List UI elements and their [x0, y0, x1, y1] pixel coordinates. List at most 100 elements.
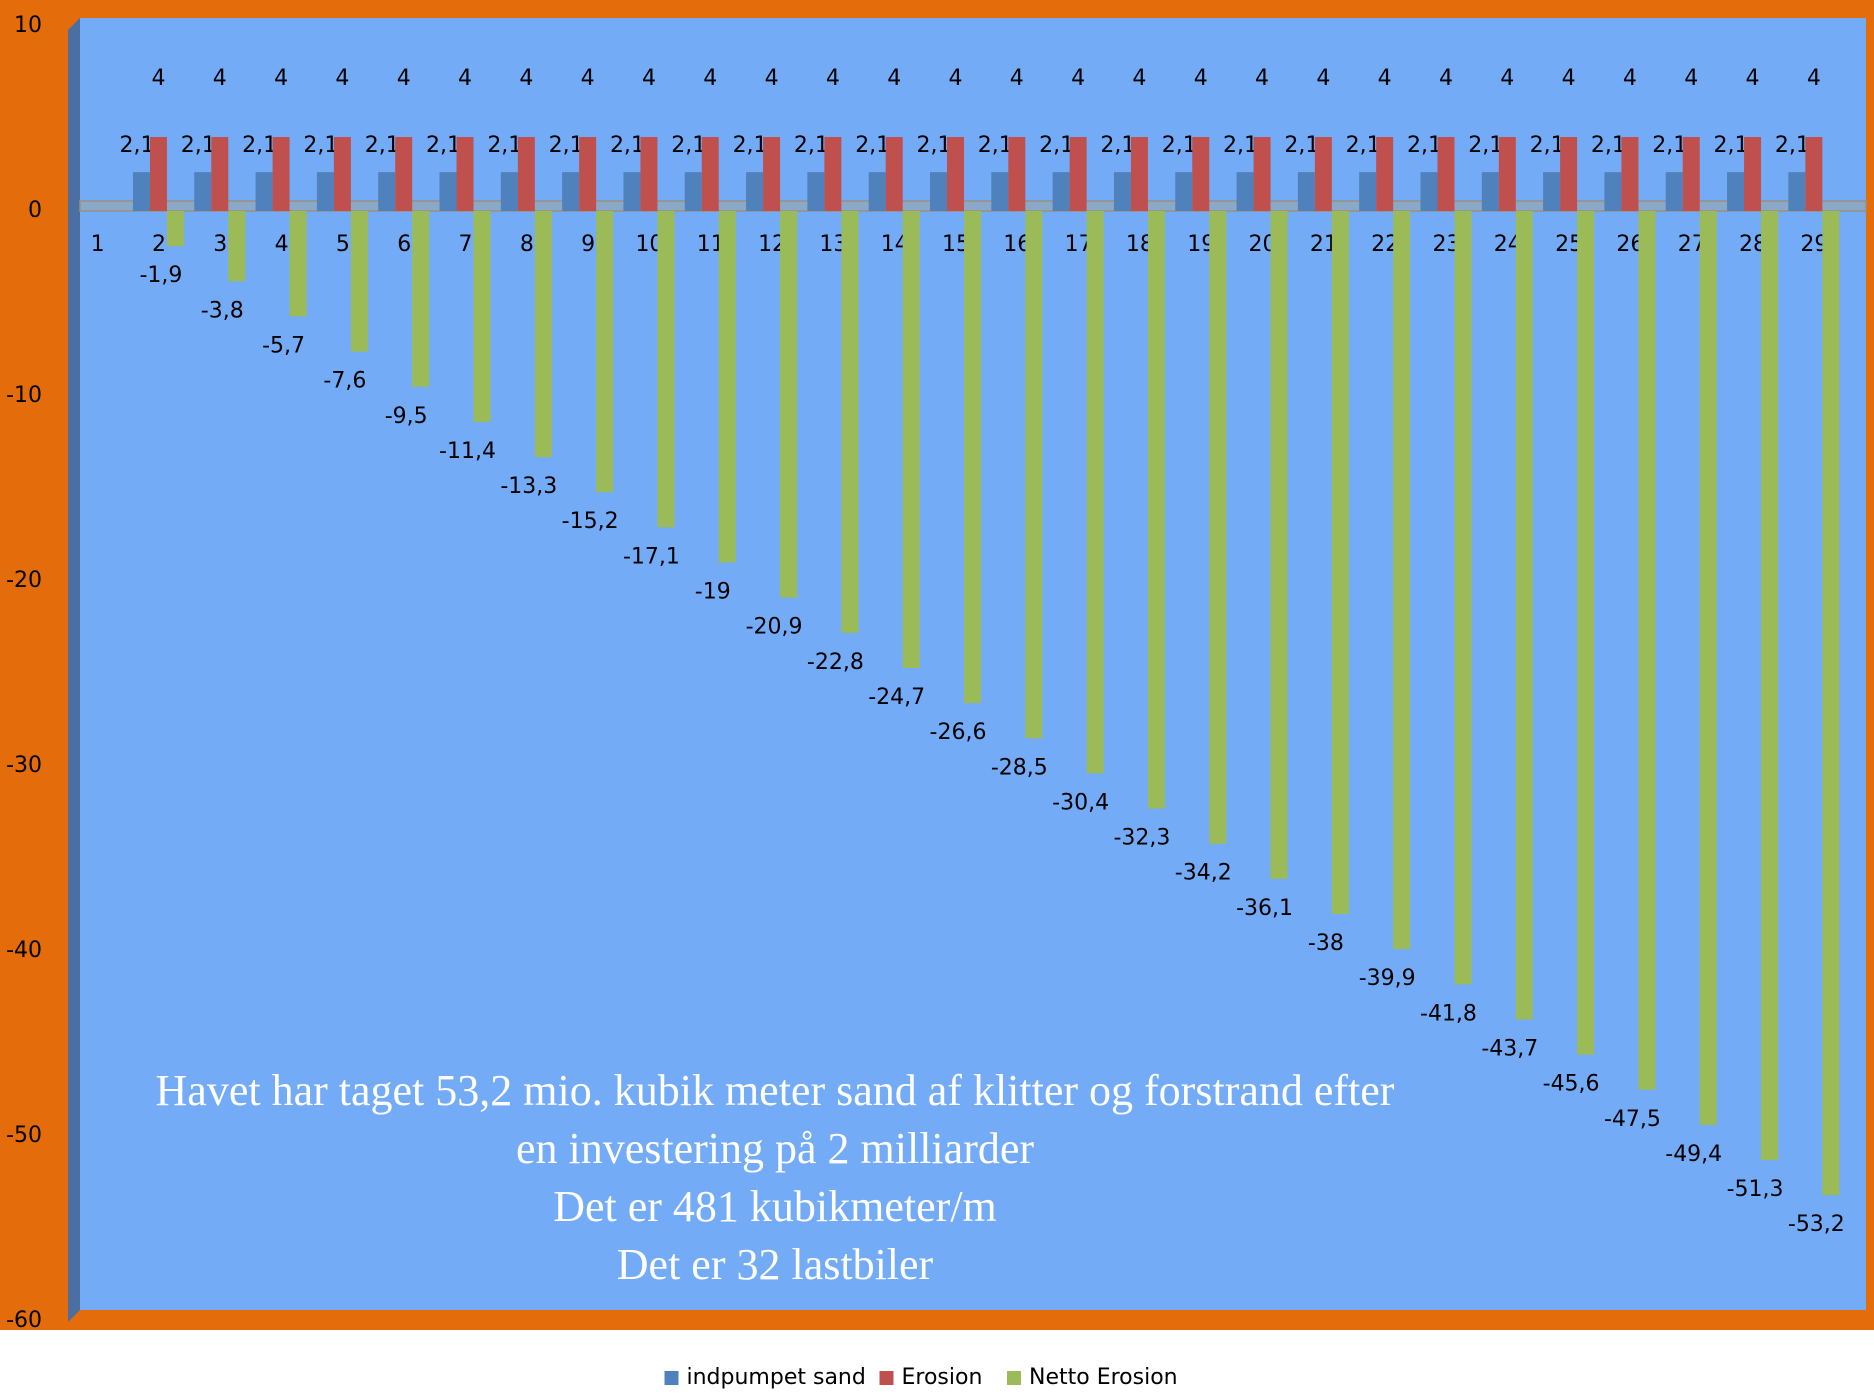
bar — [1147, 211, 1165, 809]
data-label: -34,2 — [1175, 861, 1232, 886]
bar — [395, 137, 413, 211]
y-tick-label: -30 — [6, 753, 42, 778]
data-label: 2,1 — [1652, 133, 1687, 158]
y-tick-label: -60 — [6, 1308, 42, 1333]
data-label: -1,9 — [139, 263, 182, 288]
bar — [1175, 172, 1193, 211]
bar — [1008, 137, 1026, 211]
data-label: 4 — [1439, 66, 1453, 91]
data-label: 4 — [1316, 66, 1330, 91]
data-label: 2,1 — [242, 133, 277, 158]
y-tick-label: -10 — [6, 383, 42, 408]
legend-label: Netto Erosion — [1029, 1365, 1178, 1390]
bar — [596, 211, 614, 493]
data-label: -36,1 — [1236, 896, 1293, 921]
x-tick-label: 8 — [520, 232, 534, 257]
bar — [211, 137, 229, 211]
data-label: -26,6 — [930, 720, 987, 745]
data-label: 4 — [642, 66, 656, 91]
x-tick-label: 1 — [91, 232, 105, 257]
data-label: 2,1 — [1714, 133, 1749, 158]
bar — [1270, 211, 1288, 879]
bar — [500, 172, 518, 211]
data-label: 2,1 — [610, 133, 645, 158]
bar — [1638, 211, 1656, 1090]
data-label: 4 — [1500, 66, 1514, 91]
data-label: -41,8 — [1420, 1001, 1477, 1026]
bar — [1192, 137, 1210, 211]
bar — [964, 211, 981, 704]
data-label: 4 — [1623, 66, 1637, 91]
data-label: -13,3 — [500, 474, 557, 499]
bar — [1420, 172, 1438, 211]
data-label: -20,9 — [746, 615, 803, 640]
data-label: 4 — [887, 66, 901, 91]
data-label: -9,5 — [385, 404, 428, 429]
bar — [1727, 172, 1745, 211]
bar — [1130, 137, 1148, 211]
data-label: -17,1 — [623, 544, 680, 569]
annotation: Det er 481 kubikmeter/m — [553, 1182, 997, 1231]
bar — [149, 137, 167, 211]
data-label: 2,1 — [181, 133, 216, 158]
data-label: 4 — [1562, 66, 1576, 91]
data-label: 2,1 — [1284, 133, 1319, 158]
data-label: 2,1 — [1100, 133, 1135, 158]
data-label: 2,1 — [1775, 133, 1810, 158]
data-label: 2,1 — [1223, 133, 1258, 158]
bar — [868, 172, 886, 211]
bar — [272, 137, 290, 211]
data-label: -30,4 — [1052, 790, 1109, 815]
data-label: 2,1 — [733, 133, 768, 158]
bar — [456, 137, 474, 211]
bar — [841, 211, 859, 633]
bar — [1359, 172, 1377, 211]
bar — [132, 172, 150, 211]
y-tick-label: 0 — [28, 198, 42, 223]
annotation: Havet har taget 53,2 mio. kubik meter sa… — [156, 1066, 1395, 1115]
bar — [333, 137, 351, 211]
data-label: -53,2 — [1788, 1212, 1845, 1237]
bar — [718, 211, 736, 563]
data-label: 4 — [151, 66, 165, 91]
legend-label: Erosion — [902, 1365, 983, 1390]
bar — [412, 211, 430, 387]
bar — [1086, 211, 1104, 774]
data-label: 2,1 — [426, 133, 461, 158]
data-label: 2,1 — [1346, 133, 1381, 158]
data-label: 4 — [458, 66, 472, 91]
bar — [439, 172, 457, 211]
legend-swatch — [1007, 1371, 1021, 1385]
data-label: 2,1 — [917, 133, 952, 158]
x-tick-label: 6 — [397, 232, 411, 257]
data-label: 2,1 — [1591, 133, 1626, 158]
bar — [1682, 137, 1700, 211]
bar — [1331, 211, 1349, 914]
bar — [1052, 172, 1070, 211]
data-label: 4 — [703, 66, 717, 91]
data-label: 4 — [397, 66, 411, 91]
bar — [1297, 172, 1315, 211]
bar — [228, 211, 246, 282]
data-label: -11,4 — [439, 439, 496, 464]
bar — [1437, 137, 1455, 211]
data-label: 4 — [1255, 66, 1269, 91]
bar — [807, 172, 825, 211]
bar — [1805, 137, 1823, 211]
data-label: 2,1 — [855, 133, 890, 158]
data-label: -39,9 — [1359, 966, 1416, 991]
bar — [623, 172, 641, 211]
legend-swatch — [879, 1371, 894, 1385]
x-tick-label: 4 — [275, 232, 289, 257]
bar — [991, 172, 1009, 211]
bar — [534, 211, 552, 458]
bar — [763, 137, 781, 211]
bar — [947, 137, 964, 211]
bar — [350, 211, 368, 352]
data-label: 2,1 — [1039, 133, 1074, 158]
data-label: -3,8 — [201, 298, 244, 323]
bar — [579, 137, 597, 211]
x-tick-label: 5 — [336, 232, 350, 257]
bar — [1744, 137, 1762, 211]
x-tick-label: 7 — [459, 232, 473, 257]
